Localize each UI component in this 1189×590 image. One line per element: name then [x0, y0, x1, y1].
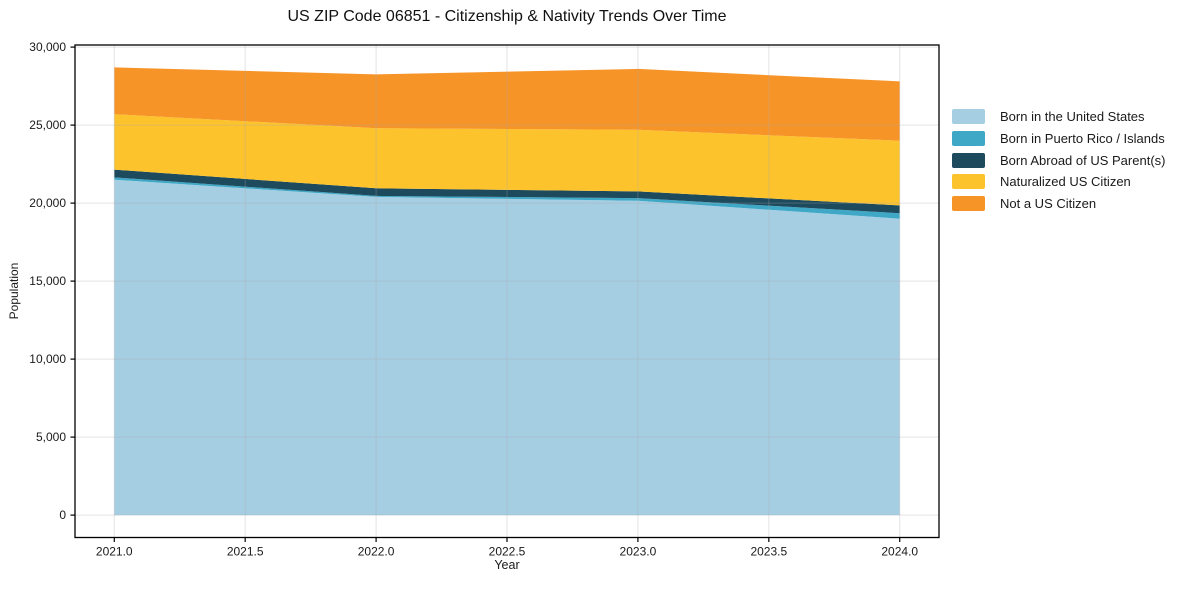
legend-item-born-in-puerto-rico-islands: Born in Puerto Rico / Islands — [952, 128, 1165, 150]
x-tick-label: 2024.0 — [881, 545, 918, 559]
x-tick-label: 2022.5 — [489, 545, 526, 559]
y-tick-label: 30,000 — [29, 40, 66, 54]
chart-title: US ZIP Code 06851 - Citizenship & Nativi… — [287, 8, 727, 25]
legend-label: Born in the United States — [1000, 109, 1145, 125]
legend-swatch-icon — [952, 131, 985, 147]
legend-label: Naturalized US Citizen — [1000, 174, 1131, 190]
legend: Born in the United States Born in Puerto … — [952, 106, 1165, 214]
legend-item-born-abroad-of-us-parent-s: Born Abroad of US Parent(s) — [952, 149, 1165, 171]
x-tick-label: 2023.5 — [750, 545, 787, 559]
legend-label: Not a US Citizen — [1000, 196, 1097, 212]
legend-label: Born in Puerto Rico / Islands — [1000, 131, 1165, 147]
x-tick-label: 2022.0 — [358, 545, 395, 559]
legend-item-born-in-the-united-states: Born in the United States — [952, 106, 1165, 128]
x-axis-title: Year — [494, 558, 520, 572]
legend-swatch-icon — [952, 109, 985, 125]
legend-label: Born Abroad of US Parent(s) — [1000, 152, 1166, 168]
legend-swatch-icon — [952, 174, 985, 190]
legend-item-naturalized-us-citizen: Naturalized US Citizen — [952, 171, 1165, 193]
y-tick-label: 20,000 — [29, 196, 66, 210]
x-tick-label: 2023.0 — [620, 545, 657, 559]
area-born-in-the-united-states — [114, 179, 900, 516]
area-naturalized-us-citizen — [114, 114, 900, 206]
y-tick-label: 25,000 — [29, 118, 66, 132]
area-born-in-puerto-rico-islands — [114, 177, 900, 219]
x-tick-label: 2021.5 — [227, 545, 264, 559]
y-tick-label: 10,000 — [29, 352, 66, 366]
legend-swatch-icon — [952, 196, 985, 212]
y-tick-label: 5,000 — [36, 430, 66, 444]
legend-item-not-a-us-citizen: Not a US Citizen — [952, 193, 1165, 215]
gridlines — [75, 45, 939, 538]
legend-swatch-icon — [952, 152, 985, 168]
area-not-a-us-citizen — [114, 67, 900, 141]
y-tick-label: 0 — [59, 508, 66, 522]
y-tick-label: 15,000 — [29, 274, 66, 288]
x-tick-label: 2021.0 — [96, 545, 133, 559]
area-born-abroad-of-us-parent-s — [114, 169, 900, 214]
